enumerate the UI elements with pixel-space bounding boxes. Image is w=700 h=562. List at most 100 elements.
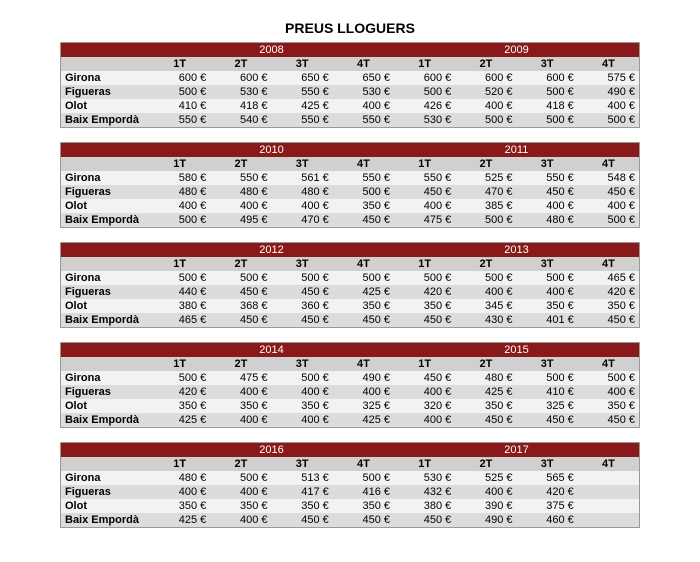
price-table: 201220131T2T3T4T1T2T3T4TGirona500 €500 €… xyxy=(61,243,639,327)
price-cell: 350 € xyxy=(333,199,394,213)
price-cell: 350 € xyxy=(517,299,578,313)
location-cell: Girona xyxy=(61,71,149,85)
price-cell: 400 € xyxy=(578,199,639,213)
price-cell: 320 € xyxy=(394,399,455,413)
table-row: Figueras420 €400 €400 €400 €400 €425 €41… xyxy=(61,385,639,399)
quarter-header-cell: 3T xyxy=(272,157,333,171)
price-cell: 360 € xyxy=(272,299,333,313)
price-cell: 410 € xyxy=(149,99,210,113)
price-cell: 400 € xyxy=(394,199,455,213)
location-cell: Girona xyxy=(61,371,149,385)
location-cell: Girona xyxy=(61,471,149,485)
price-cell: 495 € xyxy=(210,213,271,227)
price-cell: 480 € xyxy=(272,185,333,199)
price-cell: 350 € xyxy=(394,299,455,313)
price-cell: 600 € xyxy=(210,71,271,85)
price-cell: 380 € xyxy=(394,499,455,513)
price-cell: 400 € xyxy=(517,199,578,213)
location-cell: Figueras xyxy=(61,385,149,399)
price-cell: 520 € xyxy=(455,85,516,99)
year-cell: 2013 xyxy=(394,243,639,257)
price-cell: 440 € xyxy=(149,285,210,299)
price-cell: 450 € xyxy=(517,413,578,427)
table-row: Figueras500 €530 €550 €530 €500 €520 €50… xyxy=(61,85,639,99)
price-cell: 400 € xyxy=(210,413,271,427)
quarter-header-row: 1T2T3T4T1T2T3T4T xyxy=(61,57,639,71)
location-cell: Olot xyxy=(61,99,149,113)
price-cell: 380 € xyxy=(149,299,210,313)
quarter-header-row: 1T2T3T4T1T2T3T4T xyxy=(61,357,639,371)
quarter-header-cell: 4T xyxy=(333,157,394,171)
price-cell: 450 € xyxy=(455,413,516,427)
price-cell: 500 € xyxy=(578,213,639,227)
price-table: 201420151T2T3T4T1T2T3T4TGirona500 €475 €… xyxy=(61,343,639,427)
price-cell: 600 € xyxy=(394,71,455,85)
price-cell: 575 € xyxy=(578,71,639,85)
price-cell: 350 € xyxy=(578,399,639,413)
price-cell: 470 € xyxy=(455,185,516,199)
quarter-header-row: 1T2T3T4T1T2T3T4T xyxy=(61,157,639,171)
price-cell: 400 € xyxy=(394,385,455,399)
price-cell: 368 € xyxy=(210,299,271,313)
price-cell: 350 € xyxy=(333,299,394,313)
price-cell: 500 € xyxy=(455,113,516,127)
location-cell: Baix Empordà xyxy=(61,413,149,427)
quarter-header-cell: 2T xyxy=(210,157,271,171)
table-row: Baix Empordà465 €450 €450 €450 €450 €430… xyxy=(61,313,639,327)
location-cell: Baix Empordà xyxy=(61,513,149,527)
quarter-header-cell: 3T xyxy=(272,257,333,271)
table-row: Olot350 €350 €350 €325 €320 €350 €325 €3… xyxy=(61,399,639,413)
table-row: Girona500 €475 €500 €490 €450 €480 €500 … xyxy=(61,371,639,385)
price-cell: 400 € xyxy=(272,385,333,399)
price-cell: 490 € xyxy=(455,513,516,527)
price-cell: 400 € xyxy=(149,199,210,213)
price-cell: 530 € xyxy=(210,85,271,99)
quarter-header-cell: 4T xyxy=(333,357,394,371)
quarter-header-cell: 2T xyxy=(455,357,516,371)
year-cell: 2014 xyxy=(149,343,394,357)
year-cell-blank xyxy=(61,343,149,357)
price-cell: 550 € xyxy=(149,113,210,127)
price-cell xyxy=(578,499,639,513)
quarter-header-cell: 1T xyxy=(149,157,210,171)
quarter-header-cell: 4T xyxy=(578,157,639,171)
table-row: Girona580 €550 €561 €550 €550 €525 €550 … xyxy=(61,171,639,185)
price-cell: 450 € xyxy=(578,185,639,199)
quarter-header-cell: 1T xyxy=(149,457,210,471)
quarter-header-cell: 3T xyxy=(272,357,333,371)
year-cell-blank xyxy=(61,143,149,157)
year-cell-blank xyxy=(61,43,149,57)
price-cell: 375 € xyxy=(517,499,578,513)
price-cell: 540 € xyxy=(210,113,271,127)
year-block: 201220131T2T3T4T1T2T3T4TGirona500 €500 €… xyxy=(60,242,640,328)
price-cell: 450 € xyxy=(578,313,639,327)
price-cell: 400 € xyxy=(455,485,516,499)
year-cell: 2009 xyxy=(394,43,639,57)
quarter-header-cell: 2T xyxy=(210,57,271,71)
quarter-header-cell: 1T xyxy=(394,257,455,271)
price-cell: 420 € xyxy=(394,285,455,299)
price-cell: 500 € xyxy=(394,85,455,99)
tables-container: 200820091T2T3T4T1T2T3T4TGirona600 €600 €… xyxy=(60,42,640,528)
quarter-header-cell: 2T xyxy=(455,457,516,471)
quarter-header-cell: 4T xyxy=(578,457,639,471)
year-block: 200820091T2T3T4T1T2T3T4TGirona600 €600 €… xyxy=(60,42,640,128)
table-row: Figueras480 €480 €480 €500 €450 €470 €45… xyxy=(61,185,639,199)
price-cell: 550 € xyxy=(517,171,578,185)
price-cell: 530 € xyxy=(394,113,455,127)
price-cell: 480 € xyxy=(517,213,578,227)
price-cell: 530 € xyxy=(333,85,394,99)
table-row: Olot400 €400 €400 €350 €400 €385 €400 €4… xyxy=(61,199,639,213)
quarter-header-cell: 3T xyxy=(517,257,578,271)
price-cell: 650 € xyxy=(333,71,394,85)
quarter-header-cell: 1T xyxy=(149,357,210,371)
price-cell: 475 € xyxy=(394,213,455,227)
price-cell: 430 € xyxy=(455,313,516,327)
price-cell: 400 € xyxy=(210,385,271,399)
year-row: 20142015 xyxy=(61,343,639,357)
price-cell: 350 € xyxy=(455,399,516,413)
price-cell: 400 € xyxy=(394,413,455,427)
price-cell: 500 € xyxy=(333,471,394,485)
quarter-header-cell: 1T xyxy=(394,357,455,371)
price-cell xyxy=(578,485,639,499)
